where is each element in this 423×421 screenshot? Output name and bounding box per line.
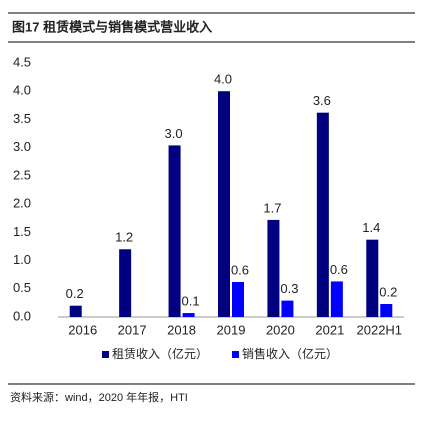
bar (69, 305, 82, 317)
y-tick-label: 1.5 (13, 224, 31, 239)
bar (232, 282, 244, 317)
data-label: 1.4 (362, 220, 380, 235)
data-label: 3.0 (165, 126, 183, 141)
bar (182, 313, 195, 317)
bar (119, 249, 132, 317)
x-tick-label: 2020 (266, 322, 295, 337)
x-tick-label: 2017 (118, 322, 147, 337)
x-tick-label: 2021 (315, 322, 344, 337)
y-tick-label: 1.0 (13, 252, 31, 267)
bar (330, 281, 343, 317)
x-tick-label: 2016 (68, 322, 97, 337)
bar (168, 145, 181, 317)
x-tick-label: 2018 (167, 322, 196, 337)
legend-label: 销售收入（亿元） (242, 346, 338, 361)
data-label: 0.1 (182, 293, 200, 308)
y-tick-label: 4.0 (13, 83, 31, 98)
data-label: 3.6 (313, 93, 331, 108)
chart-title: 图17 租赁模式与销售模式营业收入 (12, 19, 212, 34)
data-label: 4.0 (214, 72, 232, 87)
bar (316, 112, 329, 317)
bar (281, 300, 294, 317)
data-label: 0.2 (379, 284, 397, 299)
y-tick-label: 0.0 (13, 308, 31, 323)
data-label: 0.6 (330, 262, 348, 277)
y-tick-label: 2.5 (13, 167, 31, 182)
bar (218, 91, 230, 317)
y-tick-label: 3.0 (13, 139, 31, 154)
x-tick-label: 2022H1 (357, 322, 403, 337)
legend-swatch (102, 351, 109, 358)
legend-label: 租赁收入（亿元） (112, 346, 208, 361)
source: 资料来源：wind，2020 年年报，HTI (10, 390, 188, 404)
bar (267, 219, 280, 317)
data-label: 1.7 (263, 200, 281, 215)
data-label: 0.6 (231, 262, 249, 277)
y-tick-label: 3.5 (13, 111, 31, 126)
y-tick-label: 2.0 (13, 196, 31, 211)
bar (366, 239, 379, 317)
y-tick-label: 0.5 (13, 280, 31, 295)
data-label: 0.2 (66, 286, 84, 301)
data-label: 0.3 (280, 281, 298, 296)
legend-swatch (232, 351, 239, 358)
x-tick-label: 2019 (217, 322, 246, 337)
bar (380, 304, 393, 317)
data-label: 1.2 (115, 230, 133, 245)
y-tick-label: 4.5 (13, 54, 31, 69)
